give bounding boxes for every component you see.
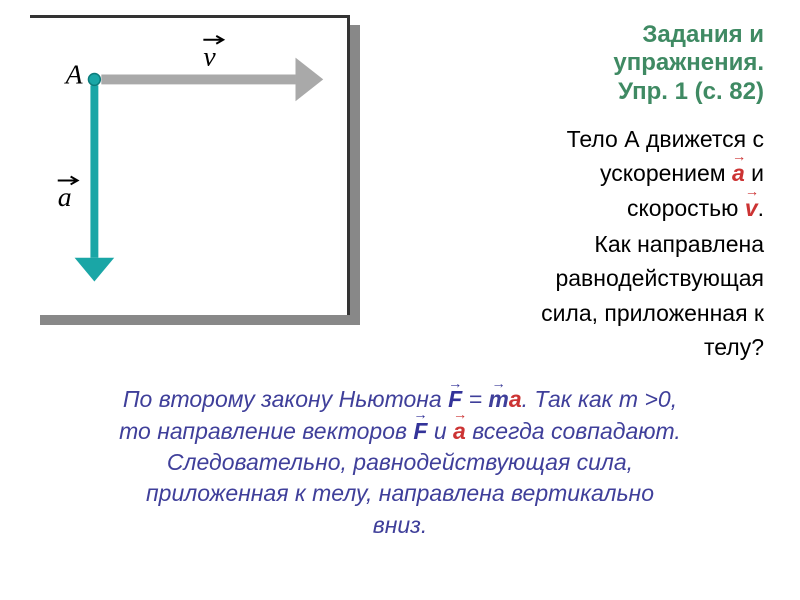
problem-line: Как направлена [398,229,764,259]
var-v: v [745,193,758,223]
text: . Так как m >0, [522,386,677,412]
heading-line: Задания и [398,21,764,49]
text: скоростью [627,195,745,221]
problem-line: скоростью v. [398,193,764,223]
var-m: m [488,384,508,415]
problem-line: сила, приложенная к [398,298,764,328]
figure-container: A v a [30,15,370,335]
conclusion-line: то направление векторов F и a всегда сов… [46,416,754,447]
text: и [427,418,453,444]
conclusion-line: приложенная к телу, направлена вертикаль… [46,478,754,509]
var-a: a [509,386,522,412]
text: то направление векторов [119,418,413,444]
text: Тело А движется с [567,126,764,152]
problem-line: Тело А движется с [398,124,764,154]
var-a: a [732,158,745,188]
text: ускорением [600,160,732,186]
problem-line: равнодействующая [398,263,764,293]
svg-text:v: v [203,41,216,72]
problem-line: ускорением a и [398,158,764,188]
text: всегда совпадают. [466,418,681,444]
a-arrow [75,85,115,281]
conclusion-line: Следовательно, равнодействующая сила, [46,447,754,478]
svg-text:a: a [58,181,72,212]
var-f: F [413,416,427,447]
point-a [88,73,100,85]
point-a-label: A [64,58,84,89]
problem-text: Тело А движется с ускорением a и скорост… [398,124,764,363]
heading: Задания и упражнения. Упр. 1 (с. 82) [398,21,764,106]
diagram-svg: A v a [30,18,347,315]
a-vector-label: a [58,177,78,213]
v-vector-label: v [203,36,223,72]
heading-line: Упр. 1 (с. 82) [398,78,764,106]
var-a: a [453,416,466,447]
conclusion-line: вниз. [46,510,754,541]
text: По второму закону Ньютона [123,386,448,412]
problem-line: телу? [398,332,764,362]
heading-line: упражнения. [398,49,764,77]
conclusion-line: По второму закону Ньютона F = ma. Так ка… [46,384,754,415]
conclusion: По второму закону Ньютона F = ma. Так ка… [0,376,800,540]
text-column: Задания и упражнения. Упр. 1 (с. 82) Тел… [398,15,764,366]
text: и [745,160,764,186]
figure-panel: A v a [30,15,350,315]
